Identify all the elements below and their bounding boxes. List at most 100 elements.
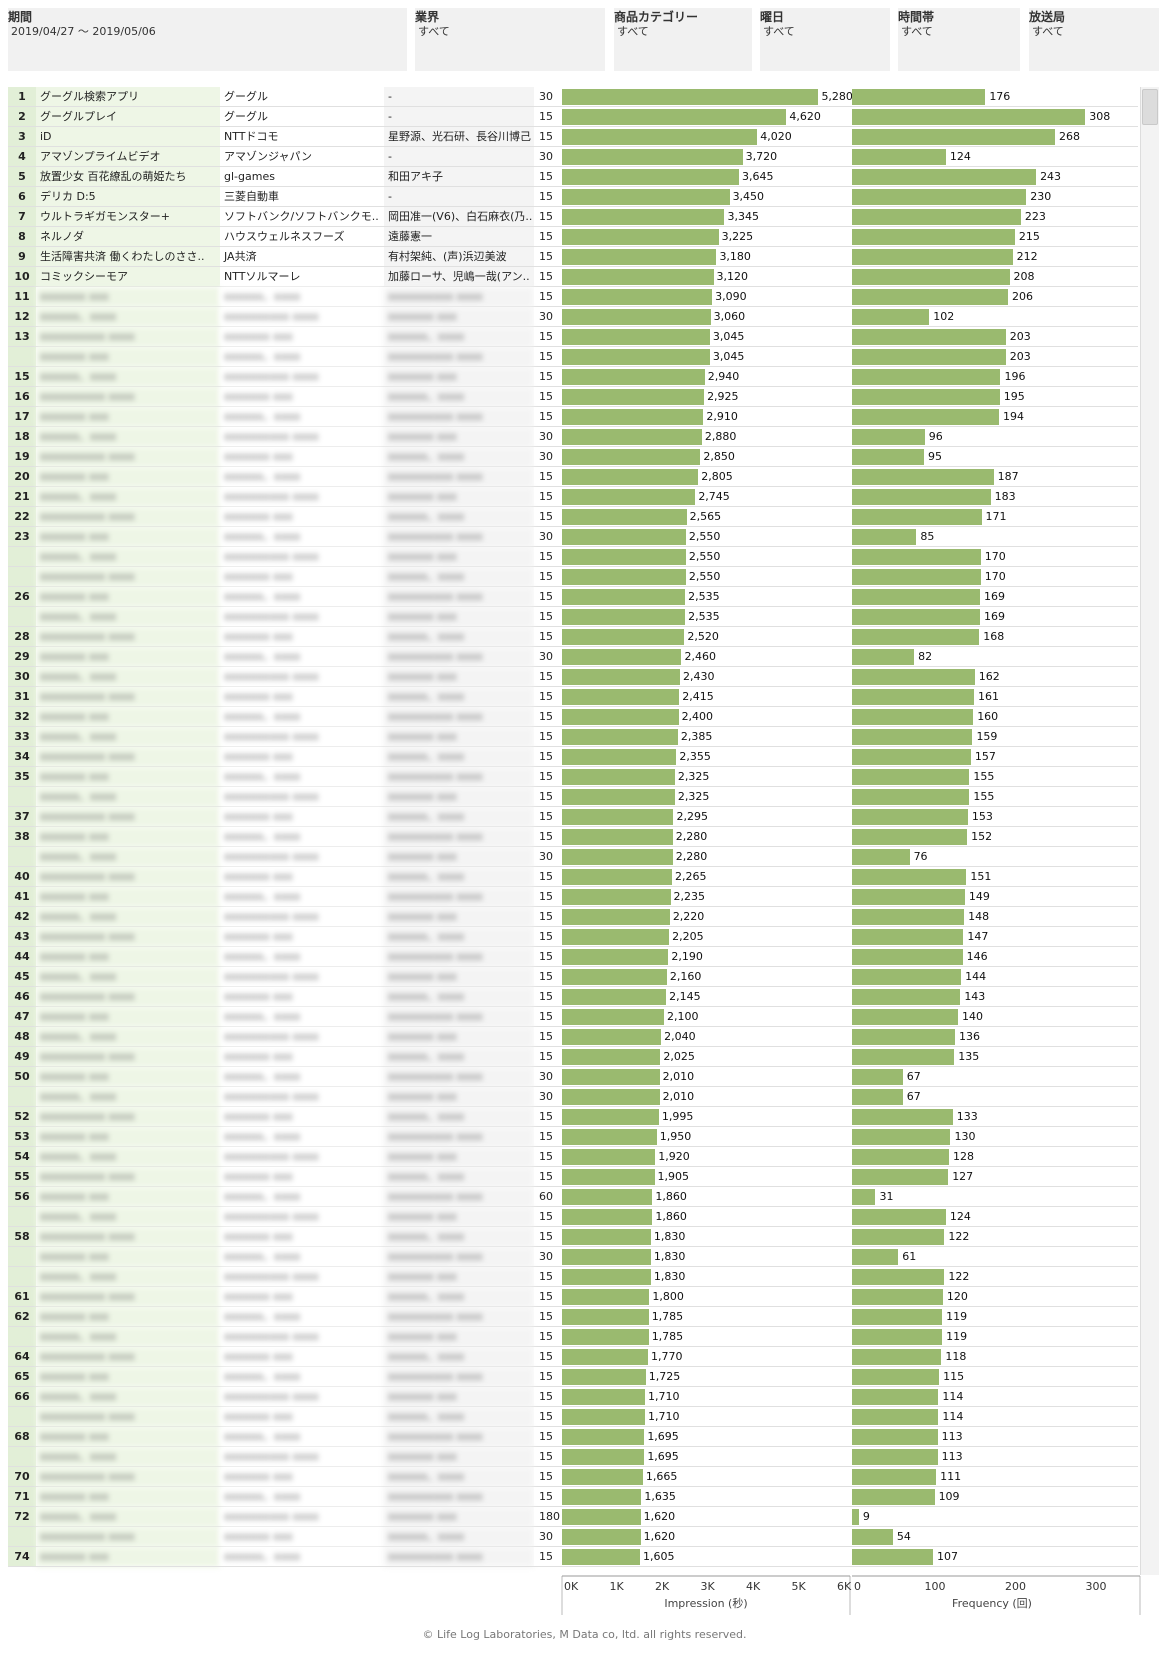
- impression-bar[interactable]: [562, 869, 672, 885]
- table-row[interactable]: 6 デリカ D:5 三菱自動車 -15 3,450 230: [8, 187, 1138, 207]
- impression-bar[interactable]: [562, 1429, 645, 1445]
- table-row[interactable]: 5 放置少女 百花繚乱の萌姫たち gl-games 和田アキ子 15 3,645 243: [8, 167, 1138, 187]
- frequency-bar[interactable]: [852, 1329, 943, 1345]
- table-row[interactable]: 2 グーグルプレイ グーグル -15 4,620 308: [8, 107, 1138, 127]
- frequency-bar[interactable]: [852, 1469, 937, 1485]
- table-row[interactable]: 70 xxxxxxxxxx xxxx xxxxxxx xxx xxxxxx、xxxx 1…: [8, 1467, 1138, 1487]
- impression-bar[interactable]: [562, 469, 699, 485]
- table-row[interactable]: 9 生活障害共済 働くわたしのささ.. JA共済 有村架純、(声)浜辺美波 15 3,18…: [8, 247, 1138, 267]
- table-row[interactable]: 48 xxxxxx、xxxx xxxxxxxxxx xxxx xxxxxxx xxx 1…: [8, 1027, 1138, 1047]
- frequency-bar[interactable]: [852, 1209, 946, 1225]
- frequency-bar[interactable]: [852, 629, 980, 645]
- frequency-bar[interactable]: [852, 1409, 939, 1425]
- frequency-bar[interactable]: [852, 1149, 949, 1165]
- frequency-bar[interactable]: [852, 1449, 938, 1465]
- table-row[interactable]: 11 xxxxxxx xxx xxxxxx、xxxx xxxxxxxxxx xxxx 1…: [8, 287, 1138, 307]
- filter-time-slot[interactable]: 時間帯 すべて: [898, 8, 1020, 71]
- table-row[interactable]: xxxxxx、xxxx xxxxxxxxxx xxxx xxxxxxx xxx 15 1…: [8, 1327, 1138, 1347]
- impression-bar[interactable]: [562, 1329, 649, 1345]
- filter-period[interactable]: 期間 2019/04/27 〜 2019/05/06: [8, 8, 407, 71]
- impression-bar[interactable]: [562, 1009, 664, 1025]
- table-row[interactable]: 53 xxxxxxx xxx xxxxxx、xxxx xxxxxxxxxx xxxx 1…: [8, 1127, 1138, 1147]
- frequency-bar[interactable]: [852, 609, 981, 625]
- impression-bar[interactable]: [562, 1409, 646, 1425]
- table-row[interactable]: 42 xxxxxx、xxxx xxxxxxxxxx xxxx xxxxxxx xxx 1…: [8, 907, 1138, 927]
- table-row[interactable]: 38 xxxxxxx xxx xxxxxx、xxxx xxxxxxxxxx xxxx 1…: [8, 827, 1138, 847]
- frequency-bar[interactable]: [852, 729, 973, 745]
- impression-bar[interactable]: [562, 89, 819, 105]
- impression-bar[interactable]: [562, 1109, 659, 1125]
- frequency-bar[interactable]: [852, 589, 981, 605]
- impression-bar[interactable]: [562, 1549, 640, 1565]
- frequency-bar[interactable]: [852, 669, 975, 685]
- frequency-bar[interactable]: [852, 269, 1010, 285]
- frequency-bar[interactable]: [852, 1229, 945, 1245]
- impression-bar[interactable]: [562, 209, 725, 225]
- table-row[interactable]: 52 xxxxxxxxxx xxxx xxxxxxx xxx xxxxxx、xxxx 1…: [8, 1107, 1138, 1127]
- table-row[interactable]: 58 xxxxxxxxxx xxxx xxxxxxx xxx xxxxxx、xxxx 1…: [8, 1227, 1138, 1247]
- frequency-bar[interactable]: [852, 1049, 955, 1065]
- table-row[interactable]: xxxxxxxxxx xxxx xxxxxxx xxx xxxxxx、xxxx 30 1…: [8, 1527, 1138, 1547]
- impression-bar[interactable]: [562, 289, 713, 305]
- table-row[interactable]: 26 xxxxxxx xxx xxxxxx、xxxx xxxxxxxxxx xxxx 1…: [8, 587, 1138, 607]
- impression-bar[interactable]: [562, 569, 686, 585]
- table-row[interactable]: 30 xxxxxx、xxxx xxxxxxxxxx xxxx xxxxxxx xxx 1…: [8, 667, 1138, 687]
- table-row[interactable]: 41 xxxxxxx xxx xxxxxx、xxxx xxxxxxxxxx xxxx 1…: [8, 887, 1138, 907]
- frequency-bar[interactable]: [852, 509, 982, 525]
- frequency-bar[interactable]: [852, 349, 1006, 365]
- table-row[interactable]: 61 xxxxxxxxxx xxxx xxxxxxx xxx xxxxxx、xxxx 1…: [8, 1287, 1138, 1307]
- frequency-bar[interactable]: [852, 749, 971, 765]
- frequency-bar[interactable]: [852, 769, 970, 785]
- table-row[interactable]: 40 xxxxxxxxxx xxxx xxxxxxx xxx xxxxxx、xxxx 1…: [8, 867, 1138, 887]
- table-row[interactable]: 71 xxxxxxx xxx xxxxxx、xxxx xxxxxxxxxx xxxx 1…: [8, 1487, 1138, 1507]
- frequency-bar[interactable]: [852, 989, 961, 1005]
- frequency-bar[interactable]: [852, 389, 1000, 405]
- frequency-bar[interactable]: [852, 109, 1086, 125]
- frequency-bar[interactable]: [852, 189, 1027, 205]
- table-row[interactable]: 13 xxxxxxxxxx xxxx xxxxxxx xxx xxxxxx、xxxx 1…: [8, 327, 1138, 347]
- frequency-bar[interactable]: [852, 1269, 945, 1285]
- impression-bar[interactable]: [562, 1189, 653, 1205]
- frequency-bar[interactable]: [852, 1549, 934, 1565]
- impression-bar[interactable]: [562, 769, 675, 785]
- filter-weekday[interactable]: 曜日 すべて: [760, 8, 890, 71]
- impression-bar[interactable]: [562, 1129, 657, 1145]
- frequency-bar[interactable]: [852, 329, 1006, 345]
- impression-bar[interactable]: [562, 129, 758, 145]
- impression-bar[interactable]: [562, 1469, 643, 1485]
- table-row[interactable]: 44 xxxxxxx xxx xxxxxx、xxxx xxxxxxxxxx xxxx 1…: [8, 947, 1138, 967]
- frequency-bar[interactable]: [852, 549, 981, 565]
- frequency-bar[interactable]: [852, 949, 963, 965]
- table-row[interactable]: 34 xxxxxxxxxx xxxx xxxxxxx xxx xxxxxx、xxxx 1…: [8, 747, 1138, 767]
- table-row[interactable]: xxxxxx、xxxx xxxxxxxxxx xxxx xxxxxxx xxx 30 2…: [8, 1087, 1138, 1107]
- frequency-bar[interactable]: [852, 1009, 959, 1025]
- impression-bar[interactable]: [562, 929, 670, 945]
- table-row[interactable]: xxxxxx、xxxx xxxxxxxxxx xxxx xxxxxxx xxx 30 2…: [8, 847, 1138, 867]
- table-row[interactable]: 65 xxxxxxx xxx xxxxxx、xxxx xxxxxxxxxx xxxx 1…: [8, 1367, 1138, 1387]
- table-row[interactable]: 16 xxxxxxxxxx xxxx xxxxxxx xxx xxxxxx、xxxx 1…: [8, 387, 1138, 407]
- table-row[interactable]: xxxxxx、xxxx xxxxxxxxxx xxxx xxxxxxx xxx 15 2…: [8, 547, 1138, 567]
- impression-bar[interactable]: [562, 909, 670, 925]
- frequency-bar[interactable]: [852, 969, 962, 985]
- frequency-bar[interactable]: [852, 869, 967, 885]
- table-row[interactable]: 22 xxxxxxxxxx xxxx xxxxxxx xxx xxxxxx、xxxx 1…: [8, 507, 1138, 527]
- table-row[interactable]: 1 グーグル検索アプリ グーグル -30 5,280 176: [8, 87, 1138, 107]
- filter-industry[interactable]: 業界 すべて: [415, 8, 605, 71]
- table-row[interactable]: 74 xxxxxxx xxx xxxxxx、xxxx xxxxxxxxxx xxxx 1…: [8, 1547, 1138, 1567]
- filter-station[interactable]: 放送局 すべて: [1029, 8, 1159, 71]
- impression-bar[interactable]: [562, 1169, 655, 1185]
- table-row[interactable]: xxxxxx、xxxx xxxxxxxxxx xxxx xxxxxxx xxx 15 2…: [8, 787, 1138, 807]
- table-row[interactable]: 12 xxxxxx、xxxx xxxxxxxxxx xxxx xxxxxxx xxx 3…: [8, 307, 1138, 327]
- impression-bar[interactable]: [562, 649, 682, 665]
- impression-bar[interactable]: [562, 1089, 660, 1105]
- table-row[interactable]: 4 アマゾンプライムビデオ アマゾンジャパン -30 3,720 124: [8, 147, 1138, 167]
- table-row[interactable]: 21 xxxxxx、xxxx xxxxxxxxxx xxxx xxxxxxx xxx 1…: [8, 487, 1138, 507]
- frequency-bar[interactable]: [852, 469, 994, 485]
- impression-bar[interactable]: [562, 349, 710, 365]
- impression-bar[interactable]: [562, 789, 675, 805]
- impression-bar[interactable]: [562, 169, 740, 185]
- table-row[interactable]: 28 xxxxxxxxxx xxxx xxxxxxx xxx xxxxxx、xxxx 1…: [8, 627, 1138, 647]
- impression-bar[interactable]: [562, 1529, 641, 1545]
- table-row[interactable]: 33 xxxxxx、xxxx xxxxxxxxxx xxxx xxxxxxx xxx 1…: [8, 727, 1138, 747]
- frequency-bar[interactable]: [852, 409, 999, 425]
